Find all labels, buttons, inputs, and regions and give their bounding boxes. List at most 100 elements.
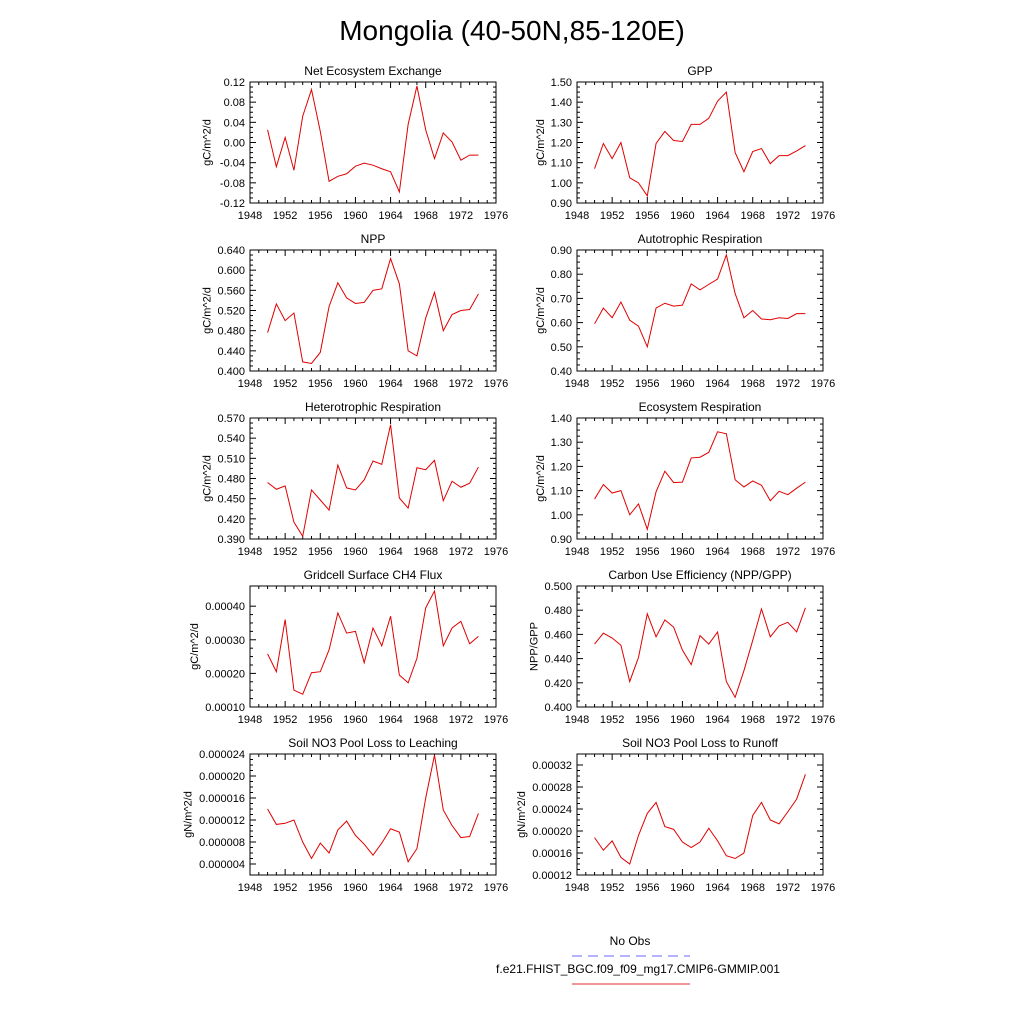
x-tick-label: 1960	[343, 378, 367, 390]
data-point	[629, 864, 630, 865]
x-tick-label: 1976	[811, 714, 835, 726]
x-tick-label: 1948	[565, 378, 589, 390]
data-point	[267, 809, 268, 810]
data-point	[337, 176, 338, 177]
panel-title: Ecosystem Respiration	[639, 400, 762, 414]
y-tick-label: 0.00020	[532, 826, 572, 838]
data-point	[276, 489, 277, 490]
data-point	[673, 140, 674, 141]
data-point	[267, 482, 268, 483]
y-tick-label: 1.20	[551, 461, 572, 473]
y-axis-label: gC/m^2/d	[535, 455, 547, 502]
data-point	[434, 158, 435, 159]
data-point	[346, 173, 347, 174]
data-point	[302, 694, 303, 695]
y-tick-label: -0.04	[220, 158, 245, 170]
y-tick-label: 0.480	[217, 326, 245, 338]
data-point	[664, 471, 665, 472]
plot-frame	[576, 585, 824, 708]
y-tick-label: 0.70	[551, 293, 572, 305]
data-point	[594, 644, 595, 645]
y-tick-label: 0.40	[551, 366, 572, 378]
data-point	[425, 318, 426, 319]
y-tick-label: 1.20	[551, 138, 572, 150]
data-point	[691, 664, 692, 665]
y-tick-label: 0.390	[217, 534, 245, 546]
panel-title: Net Ecosystem Exchange	[304, 64, 442, 78]
panel-0: Net Ecosystem Exchange 1948 1952 1956 1960 19…	[202, 64, 509, 222]
y-tick-label: 1.50	[551, 77, 572, 89]
x-tick-label: 1976	[484, 210, 508, 222]
data-point	[293, 170, 294, 171]
data-point	[452, 314, 453, 315]
data-point	[717, 631, 718, 632]
panel-title: Heterotrophic Respiration	[305, 400, 441, 414]
data-point	[726, 681, 727, 682]
data-point	[355, 303, 356, 304]
data-point	[673, 482, 674, 483]
data-point	[320, 131, 321, 132]
data-point	[805, 313, 806, 314]
x-tick-label: 1976	[811, 546, 835, 558]
data-point	[399, 283, 400, 284]
panel-title: Carbon Use Efficiency (NPP/GPP)	[608, 568, 791, 582]
data-point	[452, 481, 453, 482]
data-point	[682, 305, 683, 306]
data-point	[647, 346, 648, 347]
data-point	[743, 171, 744, 172]
data-point	[752, 480, 753, 481]
data-point	[664, 619, 665, 620]
plot-frame	[576, 81, 824, 204]
x-tick-label: 1976	[811, 378, 835, 390]
series-line	[594, 431, 806, 532]
x-tick-label: 1976	[484, 546, 508, 558]
x-tick-label: 1960	[670, 210, 694, 222]
data-point	[460, 310, 461, 311]
x-tick-label: 1956	[635, 378, 659, 390]
data-point	[311, 489, 312, 490]
x-tick-label: 1972	[776, 714, 800, 726]
plot-frame	[249, 585, 497, 708]
y-tick-label: 0.000004	[199, 859, 245, 871]
data-point	[276, 671, 277, 672]
data-point	[726, 254, 727, 255]
y-axis-label: gC/m^2/d	[535, 119, 547, 166]
data-point	[603, 143, 604, 144]
x-tick-label: 1948	[565, 210, 589, 222]
x-tick-label: 1964	[378, 210, 402, 222]
x-tick-label: 1964	[705, 882, 729, 894]
y-tick-label: 0.000012	[199, 815, 245, 827]
data-point	[779, 625, 780, 626]
data-point	[796, 631, 797, 632]
data-point	[408, 508, 409, 509]
y-tick-label: 0.000016	[199, 793, 245, 805]
data-point	[390, 828, 391, 829]
x-tick-label: 1956	[308, 546, 332, 558]
data-point	[603, 484, 604, 485]
data-point	[355, 166, 356, 167]
x-tick-label: 1972	[449, 378, 473, 390]
x-tick-label: 1968	[740, 714, 764, 726]
x-tick-label: 1972	[449, 882, 473, 894]
data-point	[373, 290, 374, 291]
data-point	[805, 607, 806, 608]
panel-1: GPP 1948 1952 1956 1960 1964 1968 1972 1976 0.90 1…	[535, 64, 835, 222]
y-axis-label: gC/m^2/d	[189, 623, 201, 670]
data-point	[726, 92, 727, 93]
y-tick-label: 1.40	[551, 413, 572, 425]
y-tick-label: -0.08	[220, 178, 245, 190]
x-tick-label: 1964	[705, 714, 729, 726]
data-point	[276, 303, 277, 304]
data-point	[460, 621, 461, 622]
data-point	[708, 284, 709, 285]
data-point	[390, 424, 391, 425]
x-tick-label: 1952	[273, 714, 297, 726]
y-tick-label: 0.50	[551, 342, 572, 354]
y-tick-label: 0.400	[217, 366, 245, 378]
data-point	[603, 308, 604, 309]
data-point	[779, 155, 780, 156]
y-axis-label: gC/m^2/d	[202, 455, 214, 502]
data-point	[682, 650, 683, 651]
data-point	[787, 811, 788, 812]
